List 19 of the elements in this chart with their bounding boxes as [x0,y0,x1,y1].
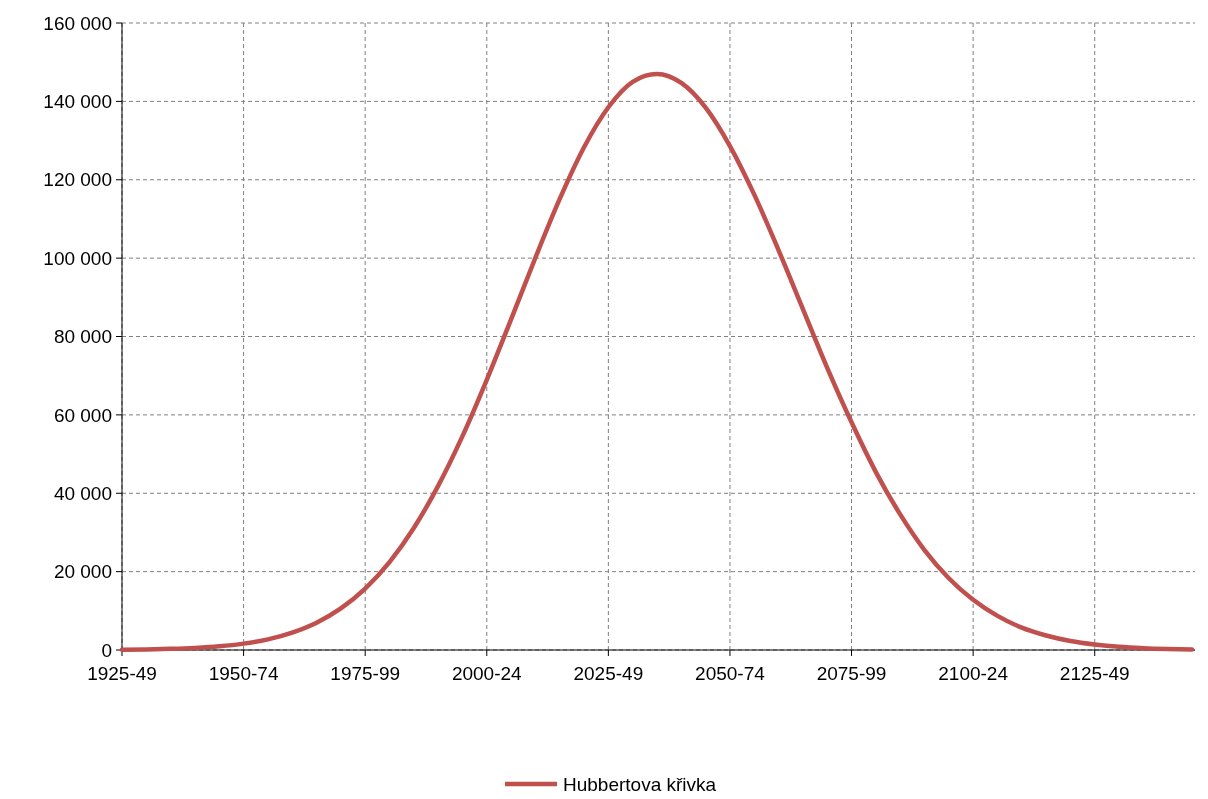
y-tick-label: 120 000 [43,169,112,191]
y-tick-label: 20 000 [53,561,112,583]
y-tick-label: 40 000 [53,482,112,504]
legend-label: Hubbertova křivka [563,773,717,795]
y-tick-label: 60 000 [53,404,112,426]
x-tick-label: 1925-49 [87,663,157,684]
y-tick-label: 100 000 [43,247,112,269]
x-tick-label: 2125-49 [1059,663,1130,684]
x-tick-label: 1975-99 [330,663,401,684]
x-tick-label: 2075-99 [816,663,887,684]
x-tick-label: 2000-24 [451,663,523,684]
y-tick-label: 0 [101,639,112,661]
y-tick-label: 80 000 [53,326,112,348]
x-tick-label: 1950-74 [208,663,279,684]
y-tick-label: 160 000 [43,12,112,34]
x-tick-label: 2050-74 [695,663,766,684]
x-tick-label: 2025-49 [573,663,644,684]
y-tick-label: 140 000 [43,91,112,113]
x-tick-label: 2100-24 [938,663,1009,684]
